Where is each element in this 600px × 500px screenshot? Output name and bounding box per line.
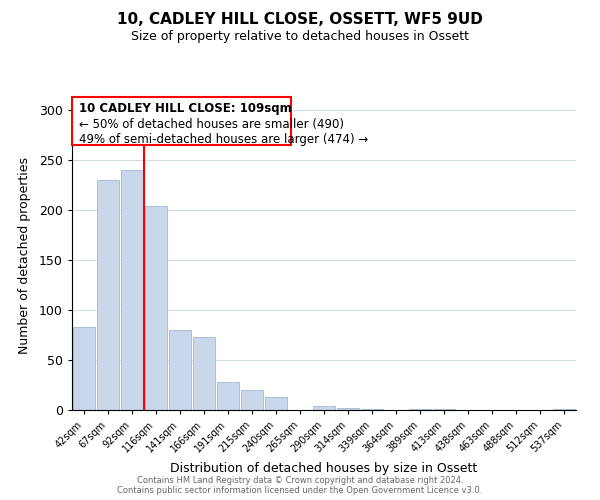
Bar bbox=[97, 180, 119, 410]
Y-axis label: Number of detached properties: Number of detached properties bbox=[18, 156, 31, 354]
Bar bbox=[433, 409, 455, 410]
Bar bbox=[313, 406, 335, 410]
Text: Contains HM Land Registry data © Crown copyright and database right 2024.: Contains HM Land Registry data © Crown c… bbox=[137, 476, 463, 485]
Text: 10 CADLEY HILL CLOSE: 109sqm: 10 CADLEY HILL CLOSE: 109sqm bbox=[79, 102, 292, 115]
Bar bbox=[193, 337, 215, 410]
Text: 10, CADLEY HILL CLOSE, OSSETT, WF5 9UD: 10, CADLEY HILL CLOSE, OSSETT, WF5 9UD bbox=[117, 12, 483, 28]
Bar bbox=[73, 327, 95, 410]
Bar bbox=[241, 390, 263, 410]
Text: ← 50% of detached houses are smaller (490): ← 50% of detached houses are smaller (49… bbox=[79, 118, 344, 132]
Bar bbox=[121, 170, 143, 410]
Text: Contains public sector information licensed under the Open Government Licence v3: Contains public sector information licen… bbox=[118, 486, 482, 495]
Bar bbox=[553, 409, 575, 410]
Bar bbox=[361, 409, 383, 410]
Bar bbox=[145, 206, 167, 410]
Text: 49% of semi-detached houses are larger (474) →: 49% of semi-detached houses are larger (… bbox=[79, 134, 368, 146]
Bar bbox=[409, 409, 431, 410]
Text: Size of property relative to detached houses in Ossett: Size of property relative to detached ho… bbox=[131, 30, 469, 43]
Bar bbox=[265, 397, 287, 410]
Bar bbox=[217, 382, 239, 410]
X-axis label: Distribution of detached houses by size in Ossett: Distribution of detached houses by size … bbox=[170, 462, 478, 475]
Bar bbox=[337, 408, 359, 410]
Bar bbox=[169, 330, 191, 410]
